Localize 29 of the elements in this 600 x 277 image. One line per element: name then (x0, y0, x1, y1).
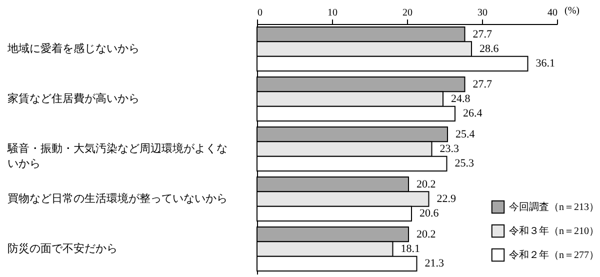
x-axis-title: (%) (564, 6, 580, 16)
data-label: 25.3 (454, 158, 474, 170)
data-label: 36.1 (536, 58, 555, 70)
data-label: 27.7 (472, 28, 492, 40)
data-label: 26.4 (463, 108, 483, 120)
y-tick-label: 防災の面で不安だから (8, 242, 118, 255)
data-label: 27.7 (472, 78, 492, 90)
y-tick-label: 買物など日常の生活環境が整っていないから (8, 192, 228, 205)
data-label: 28.6 (480, 43, 500, 55)
y-tick-label: 騒音・振動・大気汚染など周辺環境がよくないから (6, 142, 228, 170)
data-label: 20.6 (420, 208, 440, 220)
x-tick-label: 30 (478, 8, 488, 18)
x-tick-label: 10 (328, 8, 338, 18)
x-tick-label: 0 (258, 8, 262, 18)
data-label: 24.8 (451, 93, 471, 105)
legend-label: 令和３年（n＝210） (509, 225, 599, 237)
legend-label: 令和２年（n＝277） (509, 249, 599, 261)
x-tick-label: 20 (402, 8, 412, 18)
y-tick-label: 家賃など住居費が高いから (8, 92, 140, 105)
legend-label: 今回調査（n＝213） (509, 201, 599, 213)
data-label: 22.9 (436, 193, 456, 205)
y-tick-label: 地域に愛着を感じないから (6, 42, 140, 55)
data-label: 25.4 (456, 128, 476, 140)
data-label: 20.2 (416, 228, 436, 240)
data-label: 20.2 (416, 178, 436, 190)
data-label: 18.1 (400, 243, 420, 255)
x-tick-label: 40 (548, 8, 558, 18)
data-label: 23.3 (440, 143, 460, 155)
data-label: 21.3 (424, 258, 444, 270)
